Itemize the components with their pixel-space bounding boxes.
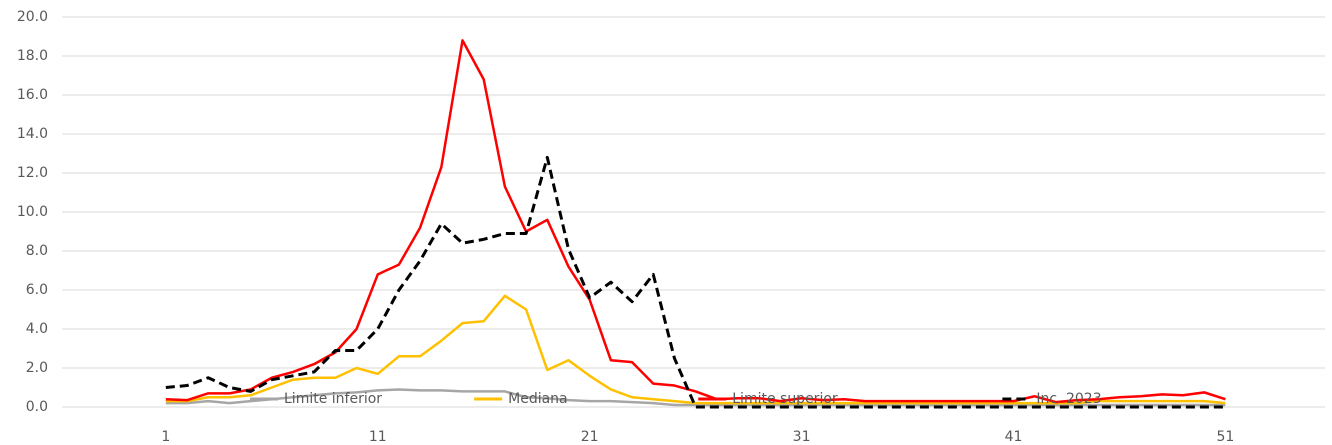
legend-label: Limite superior [732, 391, 838, 407]
x-tick-label: 51 [1216, 429, 1234, 445]
y-tick-label: 10.0 [17, 204, 48, 220]
y-tick-label: 6.0 [26, 282, 48, 298]
legend-label: Inc. 2023 [1036, 391, 1101, 407]
y-tick-label: 12.0 [17, 165, 48, 181]
y-tick-label: 2.0 [26, 360, 48, 376]
x-tick-label: 1 [161, 429, 170, 445]
y-tick-label: 20.0 [17, 9, 48, 25]
y-tick-label: 0.0 [26, 399, 48, 415]
y-tick-label: 14.0 [17, 126, 48, 142]
x-tick-label: 21 [581, 429, 599, 445]
y-tick-label: 8.0 [26, 243, 48, 259]
x-tick-label: 11 [369, 429, 387, 445]
series-line [165, 39, 1226, 404]
y-tick-label: 16.0 [17, 87, 48, 103]
y-tick-label: 4.0 [26, 321, 48, 337]
y-tick-label: 18.0 [17, 48, 48, 64]
x-tick-label: 41 [1005, 429, 1023, 445]
series-line [165, 294, 1226, 405]
series-line [165, 388, 1226, 407]
x-tick-label: 31 [793, 429, 811, 445]
legend-label: Limite inferior [284, 391, 382, 407]
legend-label: Mediana [508, 391, 568, 407]
series-line [165, 155, 1226, 409]
